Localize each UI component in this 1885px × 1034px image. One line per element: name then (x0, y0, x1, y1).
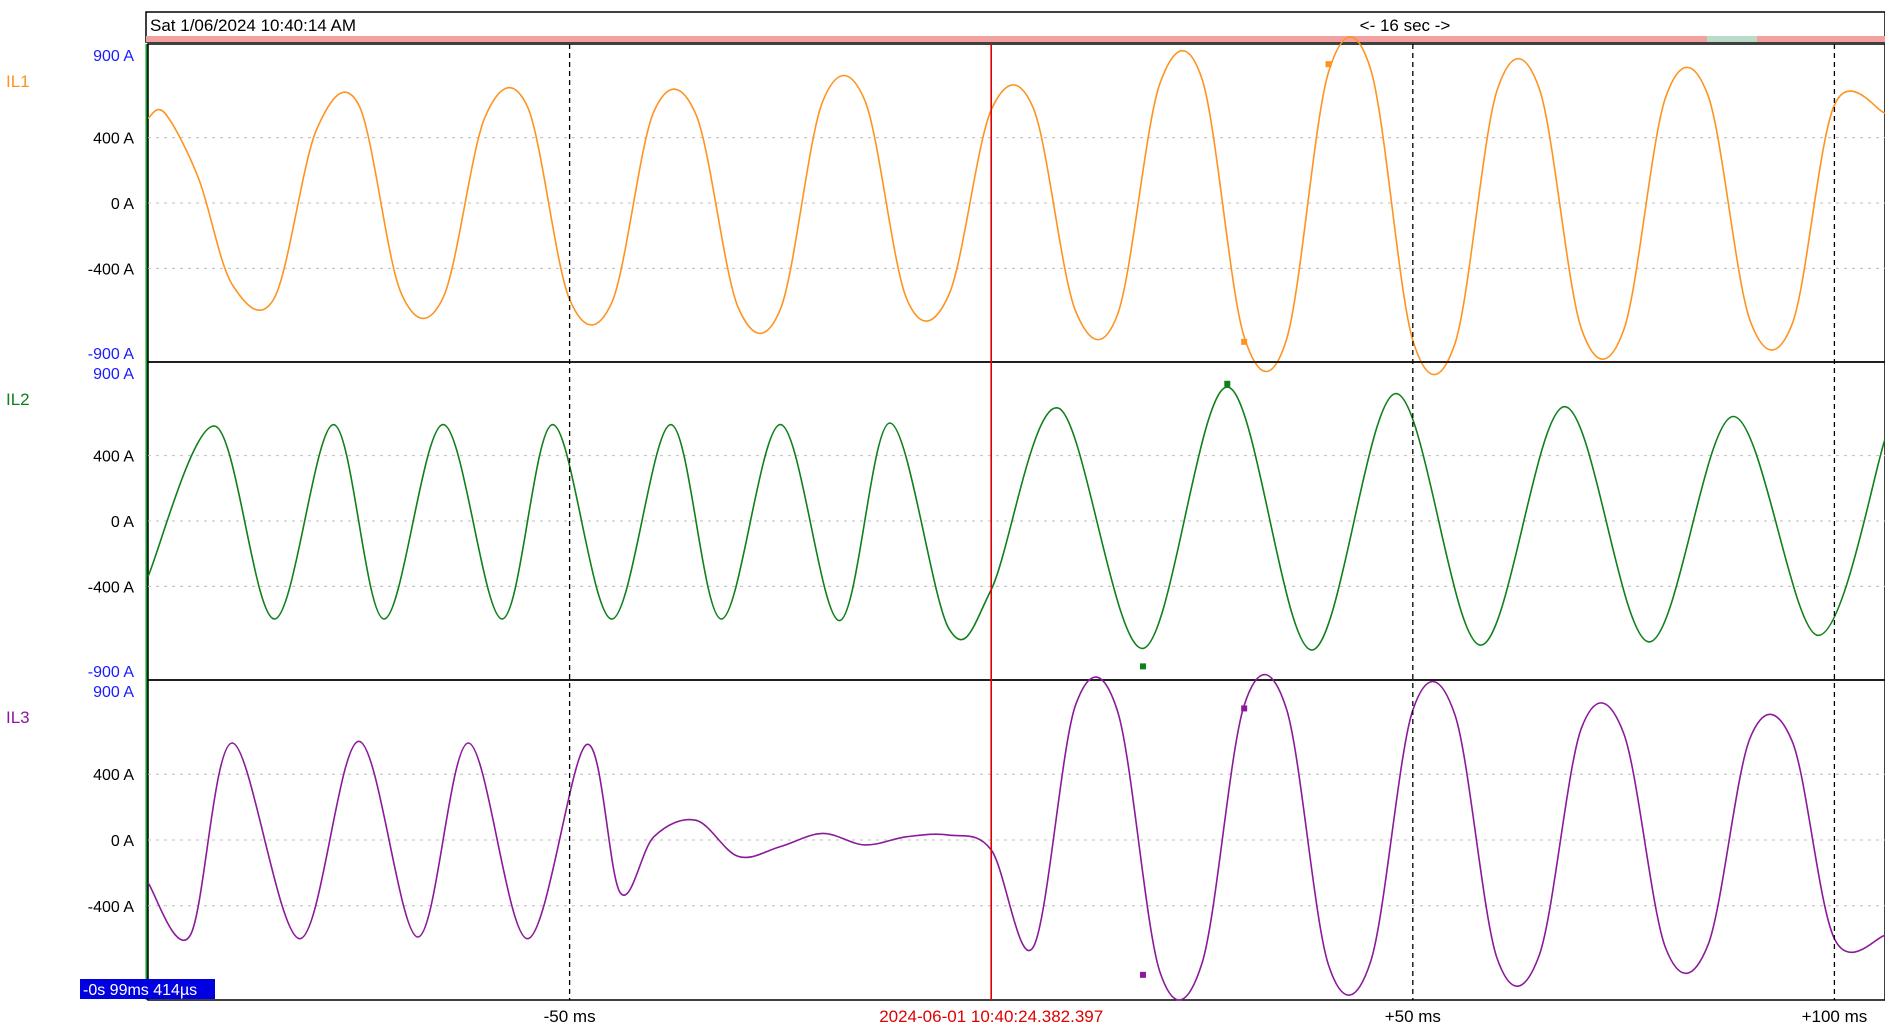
y-tick-label: 0 A (111, 196, 134, 213)
time-markers (568, 44, 1836, 1000)
channel-panel-il2: 900 A 400 A 0 A -400 A -900 A IL2 (6, 361, 1885, 681)
panel-frame (147, 43, 1885, 363)
peak-marker (1139, 663, 1146, 670)
y-tick-label: 0 A (111, 514, 134, 531)
channel-label: IL3 (6, 708, 30, 727)
y-tick-label: 400 A (93, 131, 134, 148)
channel-panel-il3: 900 A 400 A 0 A -400 A IL3 (6, 673, 1885, 1001)
x-tick-label: +100 ms (1802, 1007, 1868, 1026)
y-tick-label: 900 A (93, 684, 134, 701)
y-tick-label: 900 A (93, 366, 134, 383)
readout-background (80, 979, 215, 999)
y-tick-label: 400 A (93, 767, 134, 784)
time-axis: -50 ms +50 ms +100 ms (544, 1007, 1868, 1026)
y-tick-label: -400 A (88, 899, 135, 916)
y-tick-label: 900 A (93, 48, 134, 65)
y-tick-label: 0 A (111, 833, 134, 850)
y-tick-label: -900 A (88, 664, 135, 681)
cursor-timestamp: 2024-06-01 10:40:24.382.397 (879, 1007, 1103, 1026)
header-time-span: <- 16 sec -> (1360, 16, 1451, 35)
channel-label: IL2 (6, 390, 30, 409)
peak-marker (1224, 380, 1231, 387)
channel-panel-il1: 900 A 400 A 0 A -400 A -900 A IL1 (6, 36, 1885, 376)
x-tick-label: +50 ms (1385, 1007, 1441, 1026)
x-tick-label: -50 ms (544, 1007, 596, 1026)
peak-marker (1325, 61, 1332, 68)
y-tick-label: 400 A (93, 449, 134, 466)
y-tick-label: -900 A (88, 346, 135, 363)
panel-frame (147, 361, 1885, 681)
waveform-il1[interactable] (147, 36, 1885, 376)
waveform-il2[interactable] (147, 386, 1885, 651)
channel-label: IL1 (6, 72, 30, 91)
peak-marker (1241, 705, 1248, 712)
panel-frame (147, 679, 1885, 1001)
header-bar: Sat 1/06/2024 10:40:14 AM <- 16 sec -> (145, 11, 1885, 43)
overview-bar-right (1757, 36, 1885, 42)
overview-window-marker[interactable] (1707, 36, 1757, 42)
peak-marker (1241, 338, 1248, 345)
y-tick-label: -400 A (88, 579, 135, 596)
peak-marker (1139, 971, 1146, 978)
readout-text: -0s 99ms 414µs (83, 982, 197, 999)
y-tick-label: -400 A (88, 261, 135, 278)
cursor-offset-readout: -0s 99ms 414µs (80, 979, 215, 999)
waveform-il3[interactable] (147, 673, 1885, 1001)
overview-bar-left (146, 36, 1707, 42)
header-timestamp: Sat 1/06/2024 10:40:14 AM (150, 16, 356, 35)
